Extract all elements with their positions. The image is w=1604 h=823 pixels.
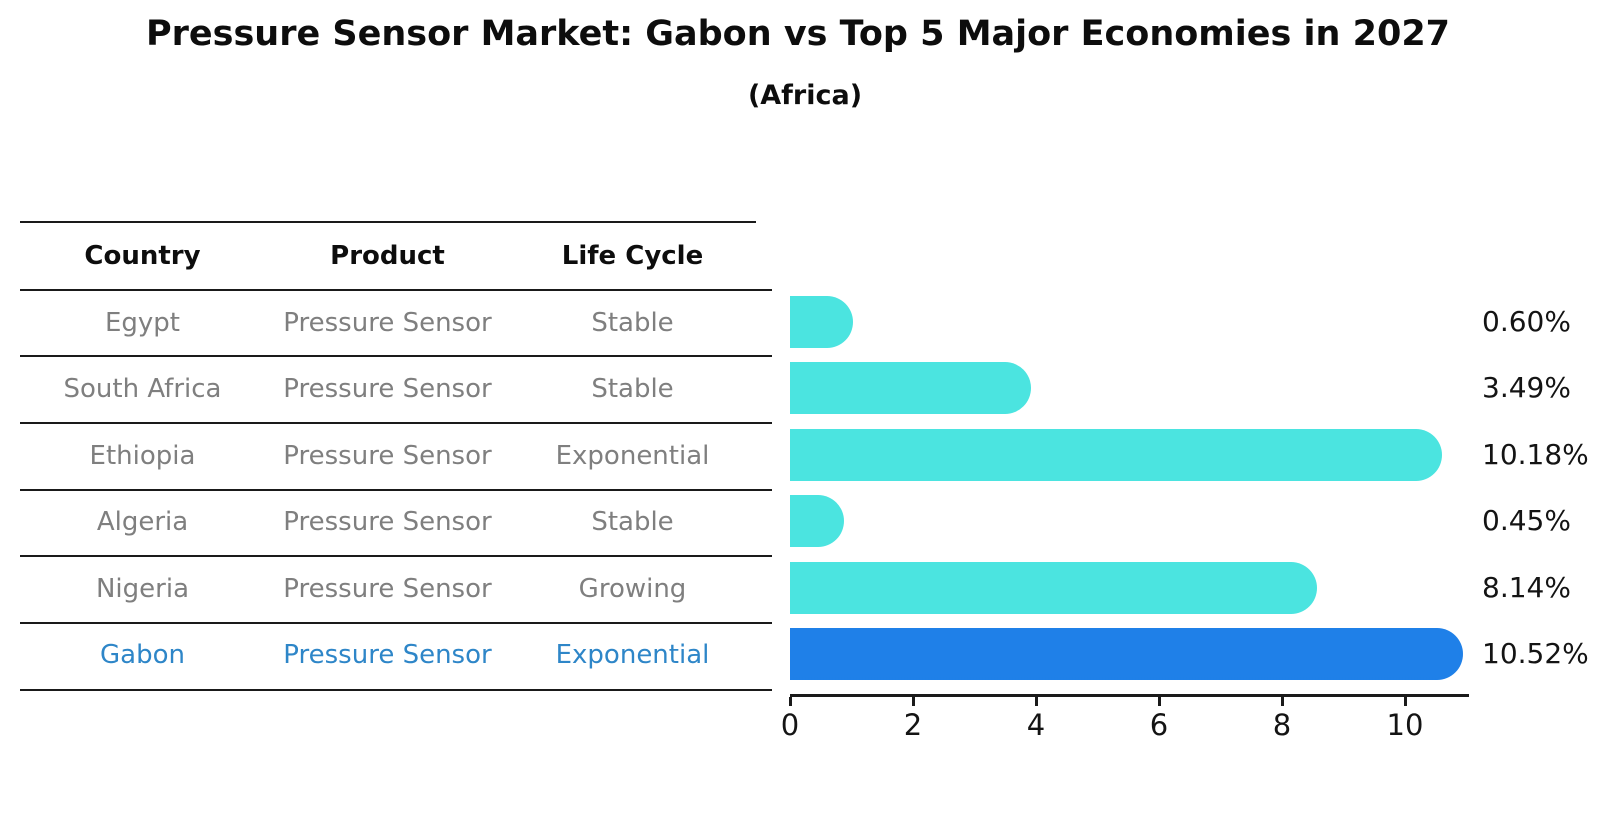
tick-mark — [1157, 697, 1161, 706]
table-top-rule — [20, 221, 756, 223]
value-label-nigeria: 8.14% — [1482, 571, 1571, 604]
life-cycle-cell: Exponential — [555, 640, 710, 670]
x-axis-line — [790, 694, 1469, 697]
country-cell: Algeria — [96, 507, 189, 537]
table-row-gabon: Gabon Pressure Sensor Exponential — [20, 636, 756, 674]
bar-gabon-highlight — [790, 628, 1463, 680]
life-cycle-cell: Growing — [578, 574, 687, 604]
tick-label: 4 — [1026, 708, 1046, 742]
table-row-egypt: Egypt Pressure Sensor Stable — [20, 304, 756, 342]
table-row-nigeria: Nigeria Pressure Sensor Growing — [20, 570, 756, 608]
product-cell: Pressure Sensor — [283, 640, 492, 670]
tick-label: 10 — [1386, 708, 1424, 742]
product-cell: Pressure Sensor — [283, 308, 492, 338]
tick-mark — [788, 697, 792, 706]
bar-egypt — [790, 296, 853, 348]
product-cell: Pressure Sensor — [283, 574, 492, 604]
country-cell: Gabon — [100, 640, 185, 670]
table-divider — [20, 355, 772, 357]
chart-title: Pressure Sensor Market: Gabon vs Top 5 M… — [145, 14, 1451, 54]
product-cell: Pressure Sensor — [283, 374, 492, 404]
life-cycle-cell: Stable — [591, 507, 674, 537]
table-bottom-rule — [20, 689, 772, 691]
value-label-gabon: 10.52% — [1482, 637, 1589, 670]
value-label-ethiopia: 10.18% — [1482, 438, 1589, 471]
table-divider — [20, 555, 772, 557]
tick-label: 8 — [1272, 708, 1292, 742]
bar-south-africa — [790, 362, 1031, 414]
table-row-south-africa: South Africa Pressure Sensor Stable — [20, 370, 756, 408]
country-cell: Egypt — [104, 308, 181, 338]
x-axis-tick: 10 — [1365, 697, 1445, 742]
x-axis-tick: 0 — [750, 697, 830, 742]
product-cell: Pressure Sensor — [283, 441, 492, 471]
table-divider — [20, 289, 772, 291]
column-header-country: Country — [84, 241, 201, 271]
x-axis-tick: 8 — [1242, 697, 1322, 742]
tick-label: 0 — [780, 708, 800, 742]
country-cell: Nigeria — [95, 574, 190, 604]
x-axis-tick: 2 — [873, 697, 953, 742]
life-cycle-cell: Stable — [591, 308, 674, 338]
tick-mark — [1403, 697, 1407, 706]
chart-subtitle: (Africa) — [747, 80, 863, 111]
x-axis-tick: 6 — [1119, 697, 1199, 742]
country-cell: South Africa — [63, 374, 222, 404]
tick-mark — [1280, 697, 1284, 706]
bar-ethiopia — [790, 429, 1443, 481]
table-divider — [20, 622, 772, 624]
column-header-product: Product — [330, 241, 445, 271]
table-header-row: Country Product Life Cycle — [20, 237, 756, 275]
table-row-algeria: Algeria Pressure Sensor Stable — [20, 503, 756, 541]
product-cell: Pressure Sensor — [283, 507, 492, 537]
tick-label: 6 — [1149, 708, 1169, 742]
column-header-life-cycle: Life Cycle — [561, 241, 704, 271]
value-label-south-africa: 3.49% — [1482, 371, 1571, 404]
country-cell: Ethiopia — [89, 441, 196, 471]
x-axis-tick: 4 — [996, 697, 1076, 742]
table-divider — [20, 489, 772, 491]
value-label-egypt: 0.60% — [1482, 305, 1571, 338]
life-cycle-cell: Exponential — [555, 441, 710, 471]
bar-algeria — [790, 495, 844, 547]
bar-nigeria — [790, 562, 1317, 614]
tick-mark — [911, 697, 915, 706]
tick-label: 2 — [903, 708, 923, 742]
value-label-algeria: 0.45% — [1482, 504, 1571, 537]
table-divider — [20, 422, 772, 424]
table-row-ethiopia: Ethiopia Pressure Sensor Exponential — [20, 437, 756, 475]
tick-mark — [1034, 697, 1038, 706]
life-cycle-cell: Stable — [591, 374, 674, 404]
